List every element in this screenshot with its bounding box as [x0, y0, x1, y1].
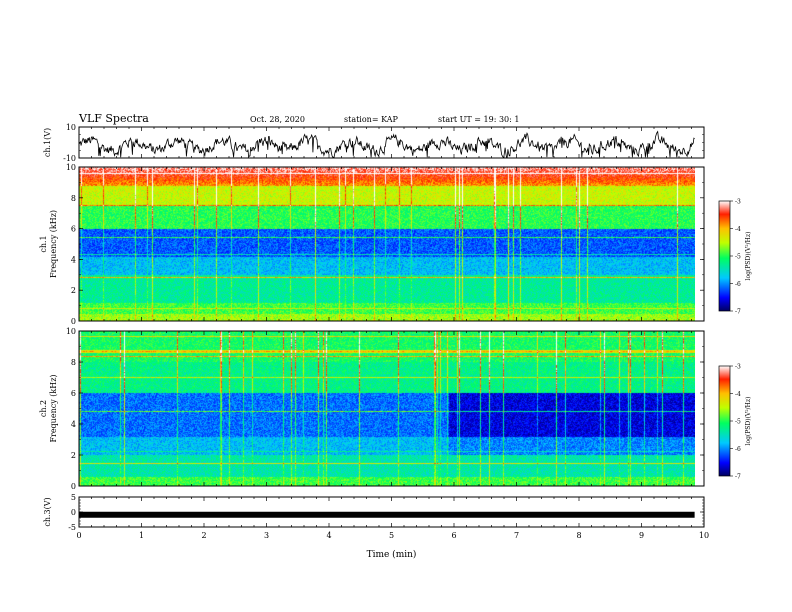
station-label: station= KAP	[344, 115, 399, 124]
spectrogram-channel-label: ch.1	[39, 235, 48, 252]
colorbar-tick-label: -5	[735, 254, 741, 261]
spectrogram-y-tick-label: 10	[66, 327, 76, 336]
ch3-y-axis-label: ch.3(V)	[43, 497, 52, 526]
x-tick-label: 10	[699, 531, 709, 540]
colorbar-tick-label: -6	[735, 281, 741, 288]
colorbar-tick-label: -4	[735, 391, 741, 398]
x-tick-label: 0	[76, 531, 81, 540]
ch3-y-tick-label: 0	[71, 508, 76, 517]
colorbar-label: log(PSD)(V²/Hz)	[745, 397, 752, 446]
colorbar-gradient	[718, 365, 731, 477]
spectrogram-y-tick-label: 8	[71, 358, 76, 367]
colorbar-tick-label: -5	[735, 419, 741, 426]
x-tick-label: 3	[264, 531, 269, 540]
colorbar-ch1: -3 -4 -5 -6 -7 log(PSD)(V²/Hz)	[718, 199, 752, 316]
colorbar-tick-label: -3	[735, 364, 741, 371]
start-time-label: start UT = 19: 30: 1	[438, 115, 519, 124]
colorbar-tick-label: -3	[735, 199, 741, 206]
x-axis: 0 1 2 3 4 5 6 7 8 9 10 Time (min)	[76, 531, 709, 560]
spectrogram-y-tick-label: 4	[71, 255, 76, 264]
ch3-waveform-panel: 5 0 -5 ch.3(V)	[43, 493, 705, 532]
ch1-waveform-line	[78, 130, 695, 159]
colorbar-tick-label: -7	[735, 309, 741, 316]
spectrogram-y-tick-label: 6	[71, 389, 76, 398]
spectrogram-y-tick-label: 6	[71, 225, 76, 234]
spectrogram-y-tick-label: 4	[71, 420, 76, 429]
spectrogram-y-tick-label: 8	[71, 194, 76, 203]
x-tick-label: 9	[639, 531, 644, 540]
spectrogram-channel-label: ch.2	[39, 400, 48, 417]
x-tick-label: 5	[389, 531, 394, 540]
colorbar-ch2: -3 -4 -5 -6 -7 log(PSD)(V²/Hz)	[718, 364, 752, 481]
figure-title: VLF Spectra	[78, 112, 149, 125]
ch1-y-axis-label: ch.1(V)	[43, 128, 52, 157]
colorbar-tick-label: -4	[735, 226, 741, 233]
x-tick-label: 2	[201, 531, 206, 540]
colorbar-gradient	[718, 200, 731, 312]
x-tick-label: 7	[514, 531, 519, 540]
date-label: Oct. 28, 2020	[250, 115, 305, 124]
ch1-waveform-panel: 10 -10 ch.1(V)	[43, 123, 705, 163]
colorbar-tick-label: -6	[735, 446, 741, 453]
spectrogram-y-tick-label: 0	[71, 317, 76, 326]
spectrogram-image	[79, 167, 695, 321]
ch2-spectrogram-panel: 0 2 4 6 8 10 ch.2 Frequency (kHz)	[39, 327, 705, 491]
x-tick-label: 6	[451, 531, 456, 540]
spectrogram-y-tick-label: 0	[71, 482, 76, 491]
spectrogram-y-tick-label: 2	[71, 286, 76, 295]
spectrogram-image	[79, 331, 695, 486]
ch3-y-tick-label: -5	[68, 523, 76, 532]
colorbar-label: log(PSD)(V²/Hz)	[745, 232, 752, 281]
colorbar-tick-label: -7	[735, 474, 741, 481]
x-axis-label: Time (min)	[367, 549, 417, 560]
spectrogram-y-tick-label: 10	[66, 163, 76, 172]
ch1-y-tick-label: 10	[66, 123, 76, 132]
spectrogram-y-axis-label: Frequency (kHz)	[49, 374, 58, 442]
ch1-y-tick-label: -10	[63, 154, 76, 163]
spectrogram-y-axis-label: Frequency (kHz)	[49, 210, 58, 278]
ch3-y-tick-label: 5	[71, 493, 76, 502]
ch1-spectrogram-panel: 0 2 4 6 8 10 ch.1 Frequency (kHz)	[39, 163, 705, 326]
x-tick-label: 8	[576, 531, 581, 540]
x-tick-label: 4	[326, 531, 331, 540]
spectrogram-y-tick-label: 2	[71, 451, 76, 460]
x-tick-label: 1	[139, 531, 144, 540]
